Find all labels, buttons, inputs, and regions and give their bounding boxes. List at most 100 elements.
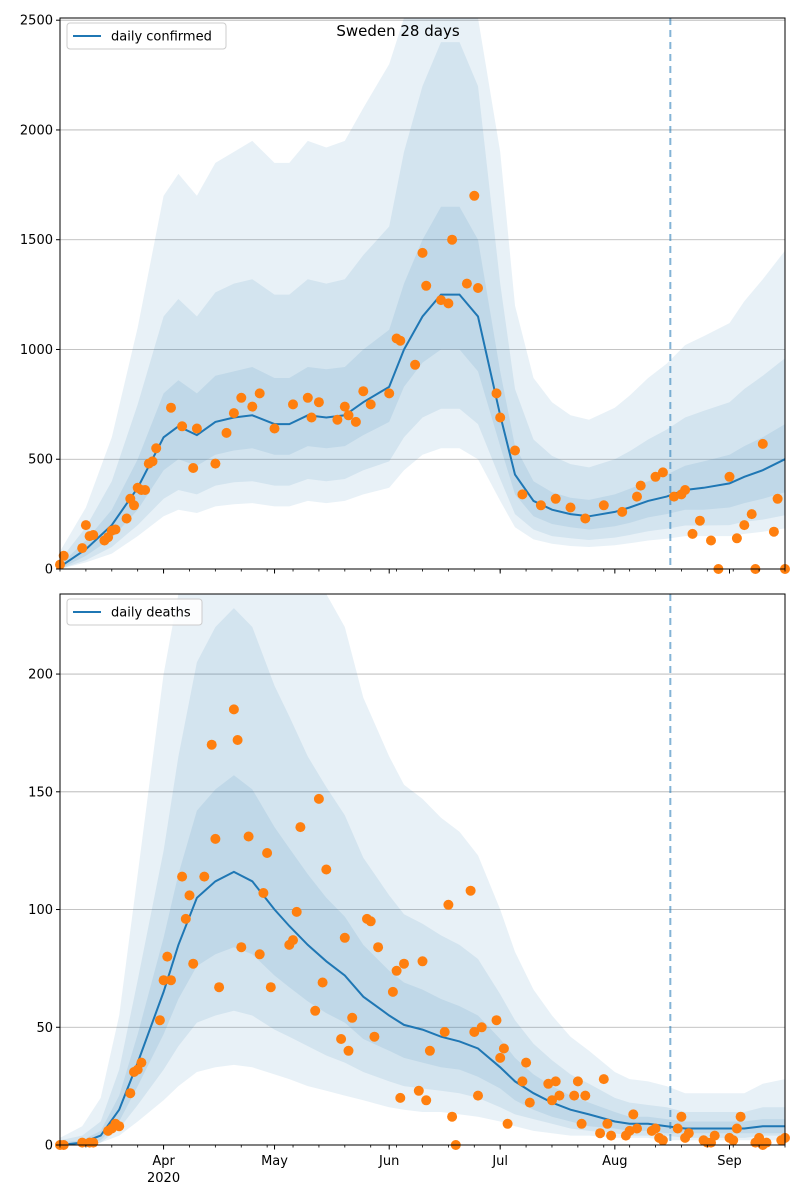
observed-point: [469, 190, 480, 201]
observed-point: [154, 1015, 165, 1026]
observed-point: [469, 1027, 480, 1037]
model-curve: [59, 870, 785, 1146]
observed-point: [262, 848, 273, 858]
observed-point: [228, 704, 239, 715]
observed-point: [517, 489, 528, 500]
y-tick-label: 500: [28, 453, 53, 468]
y-tick-label: 50: [36, 1021, 53, 1036]
y-tick-label: 150: [28, 785, 53, 800]
observed-point: [358, 386, 369, 397]
observed-point: [58, 550, 69, 561]
observed-point: [310, 1005, 321, 1016]
observed-point: [476, 1022, 487, 1033]
observed-point: [628, 1109, 639, 1120]
observed-point: [214, 982, 225, 993]
observed-point: [236, 942, 247, 953]
observed-point: [129, 500, 139, 511]
y-tick-label: 0: [45, 1139, 53, 1154]
observed-point: [110, 524, 121, 535]
observed-point: [694, 515, 705, 526]
observed-point: [746, 509, 757, 520]
observed-point: [606, 1130, 617, 1141]
y-axis-ticks: 0 50 100 150 200: [28, 668, 60, 1154]
observed-point: [232, 735, 243, 745]
observed-point: [569, 1090, 580, 1101]
observed-point: [306, 412, 317, 423]
observed-point: [210, 458, 221, 469]
observed-point: [136, 1057, 147, 1068]
observed-point: [343, 1045, 354, 1056]
uncertainty-band-1: [60, 206, 785, 569]
observed-point: [495, 1052, 506, 1063]
observed-point: [724, 471, 735, 482]
x-tick-label: Jun: [378, 1154, 399, 1169]
confirmed-panel: 0 500 1000 1500 2000 2500 daily confirmed Swe…: [20, 14, 790, 578]
legend-box: [66, 22, 227, 50]
observed-point: [188, 958, 199, 969]
legend-box: [66, 598, 203, 626]
observed-point: [88, 530, 99, 540]
observed-point: [247, 401, 258, 412]
observed-point: [524, 1097, 535, 1108]
observed-point: [413, 1085, 424, 1096]
observed-point: [206, 739, 217, 750]
observed-point: [683, 1128, 694, 1139]
model-curve-line: [59, 870, 785, 1146]
deaths-panel: 0 50 100 150 200 Apr 2020 May Jun Jul Aug Sep dail…: [28, 593, 790, 1186]
observed-point: [439, 1027, 450, 1037]
observed-point: [598, 1074, 609, 1085]
observed-point: [114, 1121, 125, 1132]
observed-point: [162, 951, 173, 962]
x-tick-label: Apr: [152, 1154, 175, 1169]
observed-point: [336, 1034, 347, 1044]
observed-point: [473, 283, 483, 293]
observed-point: [772, 493, 783, 504]
x-tick-label: Jul: [491, 1154, 508, 1169]
x-tick-sublabel: 2020: [147, 1171, 180, 1186]
observed-point: [343, 410, 354, 421]
observed-point: [332, 414, 343, 425]
observed-point: [580, 513, 591, 524]
observed-point: [313, 793, 324, 804]
observed-point: [761, 1137, 772, 1148]
observed-point: [125, 1088, 136, 1099]
y-tick-label: 1500: [20, 233, 53, 248]
observed-point: [465, 885, 476, 896]
observed-point: [421, 280, 432, 291]
observed-point: [265, 982, 276, 993]
observed-point: [365, 916, 376, 927]
observed-point: [387, 986, 398, 997]
observed-point: [632, 491, 642, 502]
observed-point: [495, 412, 506, 423]
observed-point: [547, 1095, 557, 1106]
observed-point: [687, 528, 698, 539]
observed-point: [339, 932, 350, 943]
uncertainty-band-3: [60, 18, 785, 569]
observed-point: [395, 335, 406, 346]
observed-point: [399, 958, 409, 969]
observed-point: [339, 401, 350, 412]
legend-label: daily deaths: [111, 606, 191, 621]
observed-point: [498, 1043, 509, 1054]
observed-point: [731, 1123, 742, 1134]
observed-point: [228, 408, 239, 419]
y-tick-label: 2500: [20, 14, 53, 29]
observed-points: [55, 190, 790, 574]
observed-point: [269, 423, 280, 434]
observed-point: [676, 1111, 687, 1122]
x-tick-label: May: [261, 1154, 288, 1169]
observed-point: [391, 965, 402, 976]
observed-point: [731, 533, 742, 544]
observed-point: [395, 1092, 406, 1103]
observed-point: [191, 423, 202, 434]
uncertainty-bands: [60, 18, 785, 569]
observed-point: [565, 502, 576, 513]
observed-point: [410, 359, 421, 370]
model-curve: [59, 293, 786, 568]
observed-point: [447, 234, 458, 245]
observed-point: [291, 906, 302, 917]
observed-point: [243, 831, 254, 842]
observed-point: [632, 1123, 642, 1134]
observed-point: [550, 1076, 561, 1087]
y-tick-label: 200: [28, 668, 53, 683]
